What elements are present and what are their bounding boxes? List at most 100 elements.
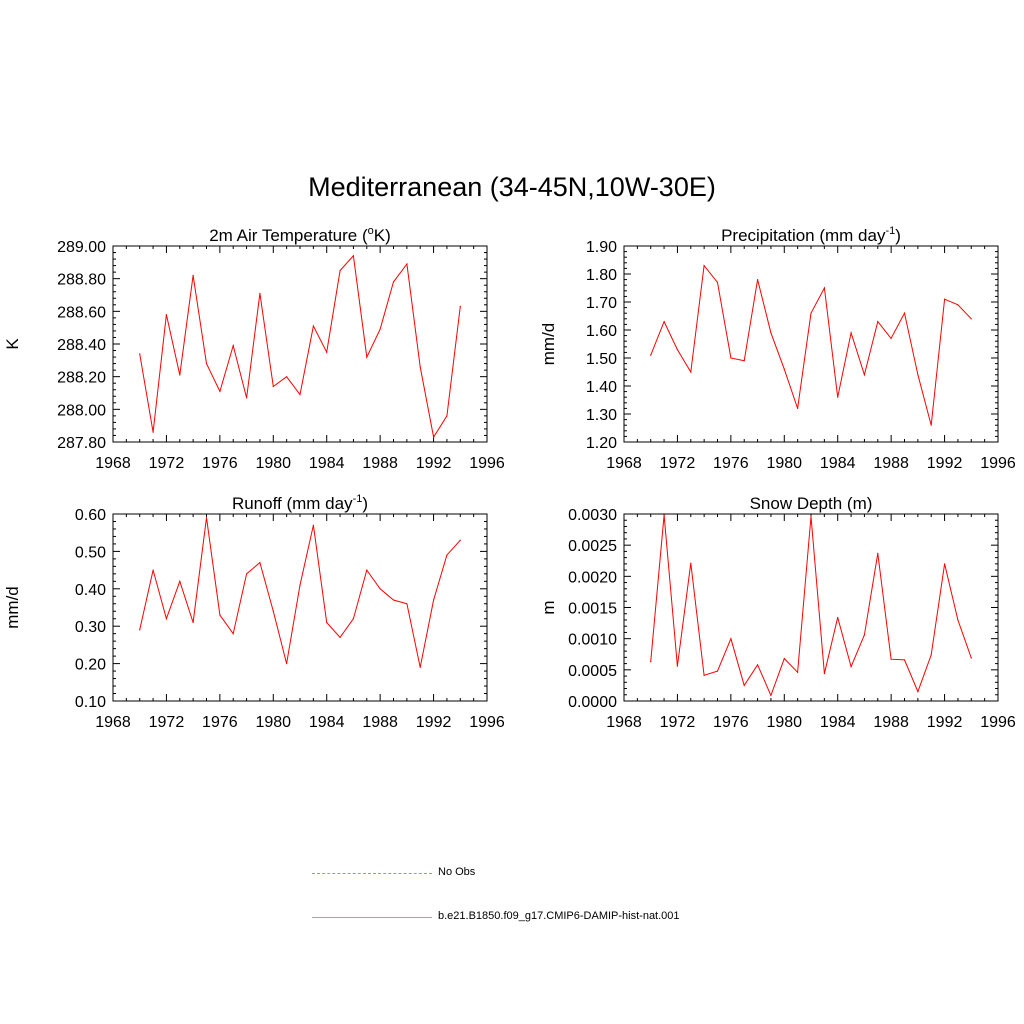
y-tick-label: 0.50 — [75, 544, 106, 561]
data-point — [286, 663, 288, 665]
data-point — [392, 599, 395, 601]
y-tick-label: 288.00 — [57, 402, 106, 419]
data-point — [783, 368, 785, 370]
data-point — [837, 616, 839, 619]
data-point — [917, 691, 919, 693]
y-tick-label: 0.0025 — [568, 538, 617, 555]
x-tick-label: 1988 — [873, 455, 909, 472]
y-tick-label: 0.0000 — [568, 694, 617, 711]
data-point — [406, 603, 408, 605]
data-point — [797, 407, 799, 409]
x-tick-label: 1976 — [202, 714, 238, 731]
plot-frame — [112, 245, 488, 443]
x-tick-label: 1996 — [469, 714, 505, 731]
data-point — [419, 366, 421, 368]
x-tick-label: 1968 — [95, 455, 131, 472]
panel-snow-depth: 1968 1972 1976 1980 1984 1988 1992 1996 0.0000 0.… — [539, 507, 1016, 731]
y-tick-label: 288.60 — [57, 304, 106, 321]
data-point — [716, 670, 719, 672]
panel-title: Precipitation (mm day-1) — [721, 225, 901, 245]
data-point — [716, 281, 719, 283]
panel-title: Runoff (mm day-1) — [232, 493, 368, 513]
data-point — [730, 357, 732, 359]
data-point — [650, 354, 652, 356]
data-point — [690, 371, 692, 373]
data-point — [259, 562, 261, 564]
figure-title: Mediterranean (34-45N,10W-30E) — [308, 172, 716, 202]
data-point — [312, 524, 314, 526]
data-point — [259, 292, 261, 294]
data-point — [339, 636, 341, 639]
panel-runoff: 1968 1972 1976 1980 1984 1988 1992 1996 0.10 0.20… — [3, 507, 505, 731]
y-tick-label: 287.80 — [57, 435, 106, 452]
series-line-2m-air-temperature — [139, 254, 461, 439]
y-tick-label: 0.0030 — [568, 507, 617, 524]
data-point — [352, 618, 354, 620]
data-point — [703, 674, 705, 677]
x-tick-label: 1968 — [606, 714, 642, 731]
data-point — [272, 385, 274, 388]
plot-frame — [623, 513, 999, 702]
x-tick-label: 1976 — [713, 714, 749, 731]
y-axis-label: K — [3, 338, 22, 350]
x-tick-label: 1976 — [202, 455, 238, 472]
data-point — [152, 569, 154, 571]
legend-swatch-solid — [312, 917, 432, 918]
legend-label: No Obs — [438, 866, 476, 878]
data-point — [286, 376, 288, 378]
data-point — [757, 279, 759, 281]
data-point — [326, 351, 328, 353]
data-point — [366, 569, 368, 571]
y-tick-label: 1.20 — [586, 435, 617, 452]
x-tick-label: 1980 — [766, 714, 802, 731]
x-tick-label: 1988 — [873, 714, 909, 731]
y-tick-label: 0.0020 — [568, 569, 617, 586]
y-tick-label: 0.0005 — [568, 663, 617, 680]
data-point — [459, 305, 461, 307]
data-point — [676, 665, 679, 667]
data-point — [850, 666, 852, 668]
y-tick-label: 1.60 — [586, 323, 617, 340]
series-line-runoff — [139, 517, 461, 668]
data-point — [676, 349, 679, 351]
x-tick-label: 1968 — [95, 714, 131, 731]
y-tick-label: 1.90 — [586, 239, 617, 256]
data-point — [433, 599, 435, 601]
y-tick-label: 0.0015 — [568, 601, 617, 618]
data-point — [179, 580, 181, 582]
data-point — [970, 318, 972, 320]
data-point — [703, 265, 705, 267]
x-tick-label: 1984 — [309, 455, 345, 472]
data-point — [139, 353, 141, 355]
data-point — [433, 436, 435, 438]
x-tick-label: 1984 — [820, 714, 856, 731]
data-point — [446, 415, 448, 417]
data-point — [312, 325, 314, 327]
data-point — [783, 658, 785, 660]
data-point — [246, 397, 248, 399]
y-axis-label: mm/d — [3, 586, 22, 629]
data-point — [957, 304, 959, 306]
x-tick-label: 1992 — [416, 455, 452, 472]
data-point — [810, 312, 812, 314]
data-point — [903, 312, 906, 314]
series-line-snow-depth — [650, 515, 972, 697]
data-point — [272, 610, 274, 612]
data-point — [877, 321, 879, 323]
data-point — [339, 269, 341, 272]
y-axis-label: m — [539, 600, 558, 614]
x-tick-label: 1980 — [766, 455, 802, 472]
data-point — [165, 618, 167, 620]
x-tick-label: 1988 — [362, 714, 398, 731]
x-tick-label: 1980 — [255, 714, 291, 731]
y-axis-label: mm/d — [539, 323, 558, 366]
x-tick-label: 1984 — [820, 455, 856, 472]
data-point — [944, 563, 946, 565]
data-point — [650, 661, 652, 663]
data-point — [957, 619, 959, 621]
y-tick-label: 0.10 — [75, 694, 106, 711]
data-point — [890, 337, 892, 339]
data-point — [970, 657, 972, 659]
data-point — [663, 514, 665, 516]
